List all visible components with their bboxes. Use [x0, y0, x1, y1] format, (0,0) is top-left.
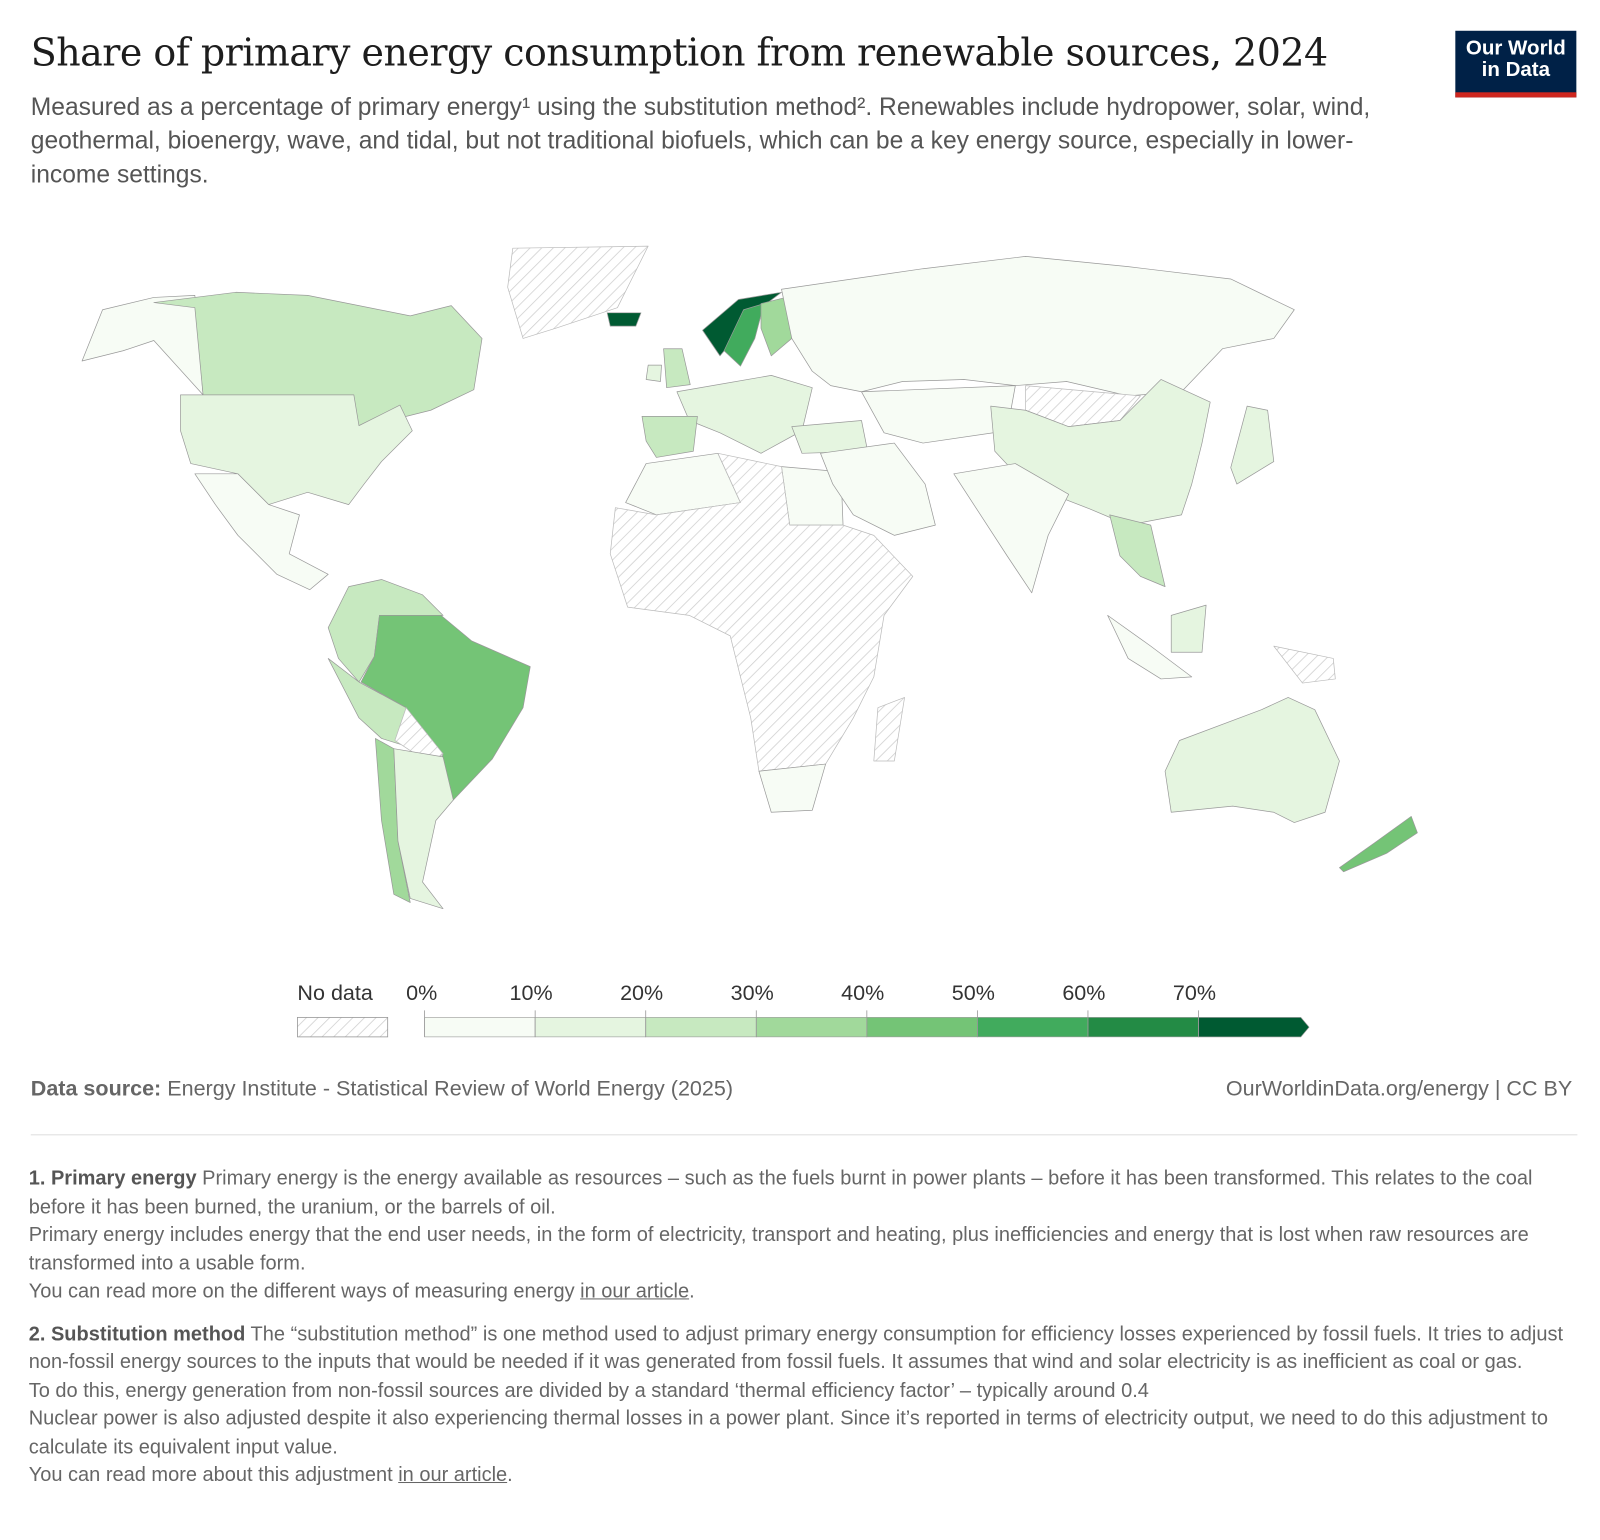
legend-swatch[interactable] [534, 1017, 647, 1038]
logo-line2: in Data [1481, 58, 1551, 82]
country-central-asia[interactable] [861, 385, 1016, 444]
country-new-zealand[interactable] [1339, 816, 1418, 873]
country-southeast-asia[interactable] [1109, 514, 1166, 588]
country-mexico[interactable] [194, 473, 329, 591]
country-ireland[interactable] [645, 364, 662, 382]
footnotes: 1. Primary energy Primary energy is the … [29, 1165, 1567, 1504]
logo-line1: Our World [1465, 36, 1566, 60]
footnote-2: 2. Substitution method The “substitution… [29, 1320, 1567, 1489]
legend-swatch[interactable] [1087, 1017, 1199, 1038]
legend-swatch[interactable] [645, 1017, 757, 1038]
country-borneo[interactable] [1170, 604, 1207, 653]
footnote-1-more: You can read more on the different ways … [28, 1279, 581, 1303]
country-papua-new-guinea[interactable] [1273, 645, 1336, 684]
map-legend [297, 1010, 1310, 1038]
legend-tick-label: 70% [1172, 981, 1216, 1006]
legend-tick-label: 30% [730, 981, 774, 1006]
footnote-2-text3: Nuclear power is also adjusted despite i… [28, 1407, 1548, 1458]
chart-subtitle: Measured as a percentage of primary ener… [30, 93, 1371, 189]
country-south-africa[interactable] [758, 763, 826, 813]
countries-layer [81, 245, 1418, 910]
legend-swatch[interactable] [424, 1017, 536, 1038]
country-indonesia[interactable] [1107, 615, 1193, 680]
chart-title: Share of primary energy consumption from… [30, 30, 1328, 75]
footnote-2-title: 2. Substitution method [28, 1322, 246, 1346]
footnote-2-text2: To do this, energy generation from non-f… [28, 1378, 1149, 1402]
source-label: Data source: [30, 1076, 162, 1101]
legend-no-data-swatch[interactable] [297, 1016, 389, 1038]
period: . [689, 1279, 695, 1303]
legend-swatch[interactable] [977, 1017, 1089, 1038]
footnote-1-title: 1. Primary energy [28, 1167, 197, 1190]
country-russia[interactable] [781, 256, 1295, 397]
country-alaska-usa[interactable] [81, 295, 204, 396]
owid-logo[interactable]: Our World in Data [1455, 30, 1577, 98]
footnote-2-more: You can read more about this adjustment [28, 1463, 399, 1487]
country-australia[interactable] [1164, 697, 1340, 823]
country-madagascar[interactable] [873, 697, 905, 762]
world-map[interactable] [0, 236, 1600, 954]
legend-swatch[interactable] [755, 1017, 868, 1038]
country-sub-saharan-africa[interactable] [609, 452, 914, 772]
legend-tick-label: 40% [841, 981, 885, 1006]
legend-tick-label: 60% [1062, 981, 1106, 1006]
country-iberia[interactable] [641, 416, 698, 458]
country-greenland[interactable] [507, 245, 649, 339]
legend-tick-label: 0% [406, 981, 438, 1006]
license-link[interactable]: OurWorldinData.org/energy | CC BY [1225, 1076, 1573, 1101]
country-iceland[interactable] [606, 312, 642, 327]
country-india[interactable] [953, 463, 1070, 594]
legend-tick-label: 10% [509, 981, 553, 1006]
country-finland[interactable] [760, 297, 793, 357]
footnote-1: 1. Primary energy Primary energy is the … [29, 1165, 1567, 1306]
source-text: Energy Institute - Statistical Review of… [161, 1076, 734, 1101]
country-sweden[interactable] [723, 303, 765, 367]
footnote-1-text: Primary energy is the energy available a… [28, 1167, 1533, 1218]
legend-tick-label: 50% [951, 981, 995, 1006]
footnote-2-article-link[interactable]: in our article [398, 1463, 508, 1487]
legend-swatch[interactable] [1198, 1017, 1310, 1038]
legend-tick-label: 20% [620, 981, 664, 1006]
country-argentina[interactable] [393, 748, 454, 910]
period: . [507, 1463, 513, 1487]
country-middle-east[interactable] [820, 442, 936, 536]
footnote-1-text2: Primary energy includes energy that the … [28, 1223, 1529, 1275]
country-usa[interactable] [180, 394, 413, 505]
footnote-2-text: The “substitution method” is one method … [28, 1322, 1564, 1374]
country-western-europe[interactable] [676, 375, 813, 454]
data-source: Data source: Energy Institute - Statisti… [31, 1077, 733, 1102]
divider [30, 1134, 1578, 1136]
country-united-kingdom[interactable] [663, 348, 691, 389]
legend-no-data-label: No data [297, 981, 373, 1006]
country-japan[interactable] [1230, 405, 1275, 485]
footnote-1-article-link[interactable]: in our article [580, 1279, 690, 1303]
legend-swatch[interactable] [866, 1017, 978, 1038]
